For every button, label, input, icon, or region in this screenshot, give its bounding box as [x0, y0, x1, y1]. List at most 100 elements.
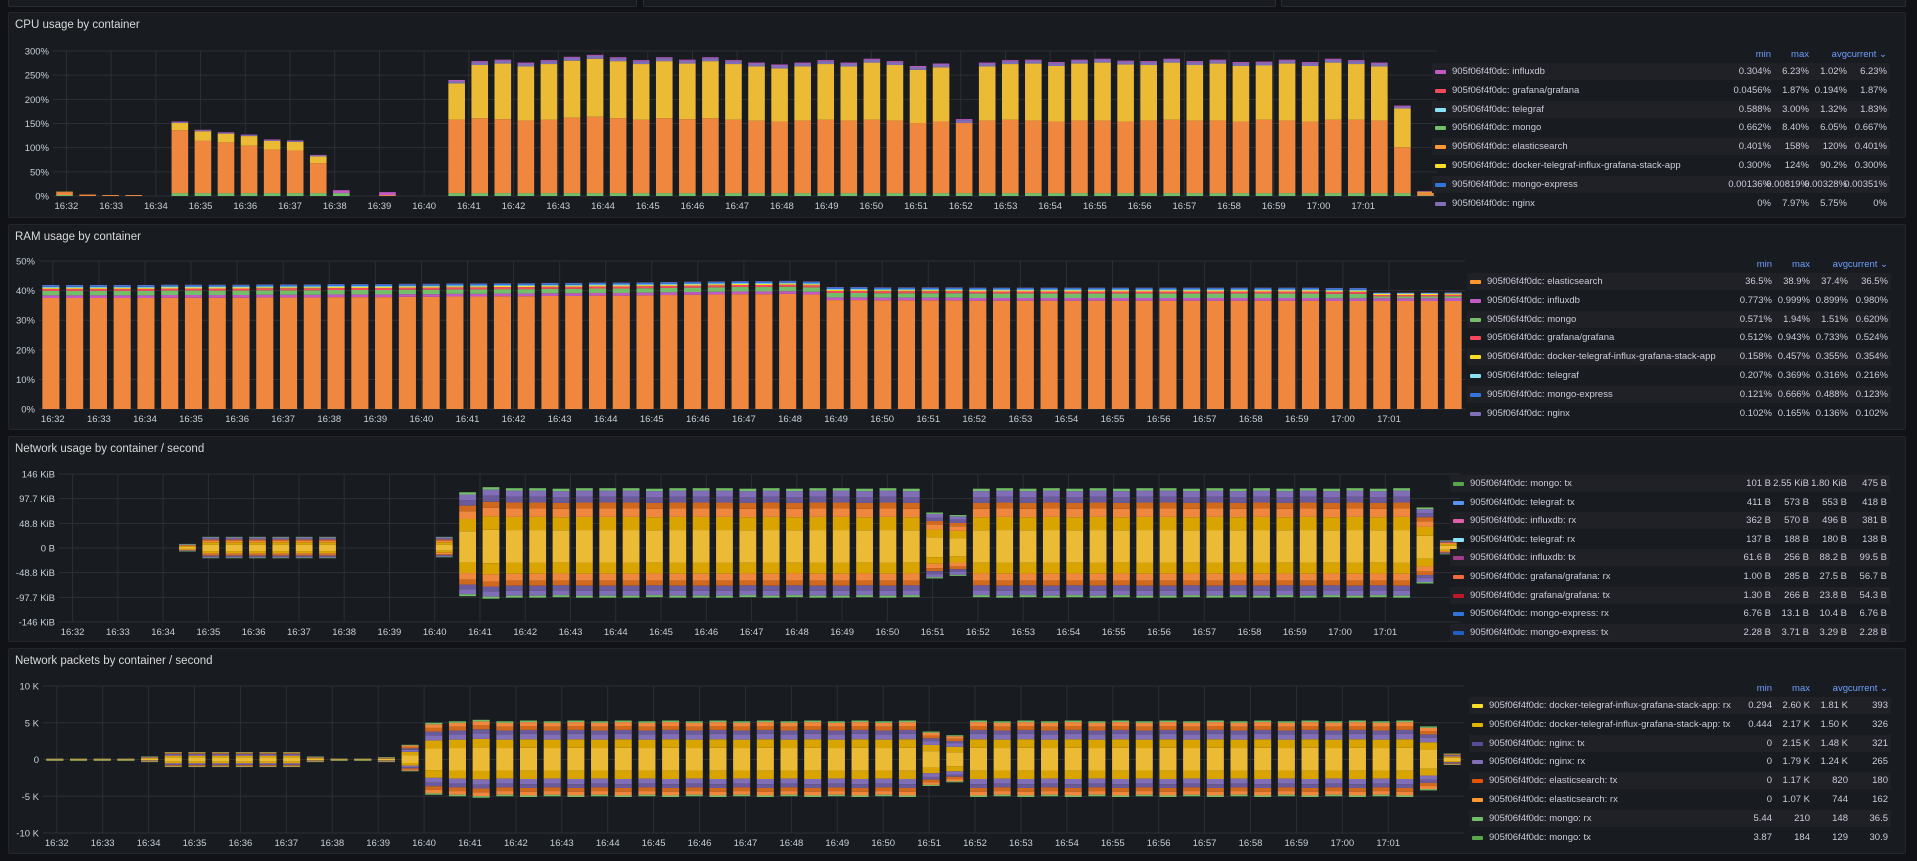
legend-row[interactable]: 905f06f4f0dc: telegraf 0.207% 0.369% 0.316%… — [1467, 367, 1891, 384]
chart-plot-area[interactable]: 300% 250% 200% 150% 100% 50% 0% 16:32 16:33 16:34… — [9, 13, 1439, 216]
legend-row[interactable]: 905f06f4f0dc: mongo: tx 101 B 2.55 KiB 1.80… — [1450, 475, 1890, 492]
series-name[interactable]: 905f06f4f0dc: influxdb — [1487, 294, 1580, 306]
legend-row[interactable]: 905f06f4f0dc: elasticsearch 0.401% 158% 120… — [1432, 138, 1890, 156]
series-name[interactable]: 905f06f4f0dc: grafana/grafana: tx — [1470, 589, 1610, 601]
series-name[interactable]: 905f06f4f0dc: telegraf: rx — [1470, 533, 1576, 545]
legend-row[interactable]: 905f06f4f0dc: nginx 0.102% 0.165% 0.136% 0.1… — [1467, 405, 1891, 422]
legend-header-max[interactable]: max — [1792, 259, 1810, 270]
legend-row[interactable]: 905f06f4f0dc: elasticsearch: tx 0 1.17 K 82… — [1469, 772, 1891, 790]
legend-header-avg[interactable]: avg — [1831, 49, 1847, 60]
legend-header-avg[interactable]: avg — [1832, 683, 1848, 694]
series-name[interactable]: 905f06f4f0dc: elasticsearch — [1452, 141, 1568, 153]
chart-plot-area[interactable]: 146 KiB 97.7 KiB 48.8 KiB 0 B -48.8 KiB -97.7… — [9, 437, 1462, 642]
bar-segment — [493, 283, 512, 286]
legend-row[interactable]: 905f06f4f0dc: influxdb 0.304% 6.23% 1.02% 6.… — [1432, 63, 1890, 80]
legend-header-min[interactable]: min — [1756, 259, 1772, 270]
legend-row[interactable]: 905f06f4f0dc: influxdb: tx 61.6 B 256 B 88.… — [1450, 549, 1890, 567]
legend-header-max[interactable]: max — [1791, 49, 1809, 60]
series-name[interactable]: 905f06f4f0dc: mongo-express — [1452, 178, 1578, 190]
legend-row[interactable]: 905f06f4f0dc: elasticsearch: rx 0 1.07 K 74… — [1469, 791, 1891, 808]
series-name[interactable]: 905f06f4f0dc: docker-telegraf-influx-gra… — [1487, 351, 1716, 363]
series-name[interactable]: 905f06f4f0dc: mongo — [1487, 313, 1577, 325]
series-name[interactable]: 905f06f4f0dc: mongo: rx — [1489, 812, 1592, 824]
legend-row[interactable]: 905f06f4f0dc: mongo-express: tx 2.28 B 3.7… — [1450, 623, 1890, 641]
panel-0[interactable]: CPU usage by container 300% 250% 200% 150% 10… — [8, 12, 1906, 218]
series-color-swatch — [1470, 355, 1481, 360]
series-name[interactable]: 905f06f4f0dc: docker-telegraf-influx-gra… — [1489, 718, 1731, 730]
legend-row[interactable]: 905f06f4f0dc: grafana/grafana 0.512% 0.943… — [1467, 329, 1891, 346]
series-name[interactable]: 905f06f4f0dc: docker-telegraf-influx-gra… — [1452, 160, 1681, 171]
series-color-swatch — [1472, 798, 1483, 802]
panel-3[interactable]: Network packets by container / second 10 … — [8, 648, 1906, 854]
legend-header-min[interactable]: min — [1756, 683, 1772, 694]
series-name[interactable]: 905f06f4f0dc: mongo-express — [1487, 388, 1613, 400]
legend-row[interactable]: 905f06f4f0dc: nginx: tx 0 2.15 K 1.48 K 321 — [1469, 734, 1891, 752]
panel-2[interactable]: Network usage by container / second 146 K… — [8, 436, 1906, 642]
bar-segment — [1136, 573, 1154, 581]
bar-segment — [235, 753, 253, 754]
panel-title[interactable]: CPU usage by container — [15, 19, 140, 31]
panel-title[interactable]: Network usage by container / second — [15, 443, 205, 455]
legend-row[interactable]: 905f06f4f0dc: docker-telegraf-influx-gra… — [1432, 157, 1890, 174]
panel-1[interactable]: RAM usage by container 50% 40% 30% 20% 10% 0% 1… — [8, 224, 1906, 430]
series-name[interactable]: 905f06f4f0dc: docker-telegraf-influx-gra… — [1489, 700, 1731, 711]
series-name[interactable]: 905f06f4f0dc: nginx: tx — [1489, 737, 1585, 749]
legend-row[interactable]: 905f06f4f0dc: mongo 0.571% 1.94% 1.51% 0.620… — [1467, 310, 1891, 328]
bar-segment — [780, 722, 798, 727]
legend-row[interactable]: 905f06f4f0dc: influxdb: rx 362 B 570 B 496 … — [1450, 512, 1890, 530]
series-name[interactable]: 905f06f4f0dc: mongo-express: tx — [1470, 626, 1609, 638]
legend-header-max[interactable]: max — [1792, 683, 1810, 694]
series-name[interactable]: 905f06f4f0dc: nginx — [1452, 197, 1535, 209]
legend-header-current[interactable]: current ⌄ — [1847, 259, 1888, 270]
series-name[interactable]: 905f06f4f0dc: telegraf — [1452, 103, 1544, 115]
legend-row[interactable]: 905f06f4f0dc: mongo: rx 5.44 210 148 36.5 — [1469, 809, 1891, 827]
series-name[interactable]: 905f06f4f0dc: influxdb: rx — [1470, 515, 1577, 527]
legend-row[interactable]: 905f06f4f0dc: grafana/grafana 0.0456% 1.87… — [1432, 82, 1890, 99]
legend-header-current[interactable]: current ⌄ — [1846, 49, 1887, 60]
series-name[interactable]: 905f06f4f0dc: influxdb — [1452, 66, 1545, 77]
series-name[interactable]: 905f06f4f0dc: mongo: tx — [1470, 478, 1572, 489]
legend-header-current[interactable]: current ⌄ — [1847, 683, 1888, 694]
series-name[interactable]: 905f06f4f0dc: elasticsearch: tx — [1489, 775, 1618, 787]
bar-segment — [622, 562, 640, 574]
series-name[interactable]: 905f06f4f0dc: influxdb: tx — [1470, 552, 1576, 564]
legend-row[interactable]: 905f06f4f0dc: mongo-express 0.121% 0.666% 0… — [1467, 385, 1891, 403]
chart-plot-area[interactable]: 50% 40% 30% 20% 10% 0% 16:32 16:33 16:34 16:35 16:… — [9, 225, 1467, 429]
series-name[interactable]: 905f06f4f0dc: telegraf: tx — [1470, 496, 1575, 508]
panel-title[interactable]: RAM usage by container — [15, 231, 141, 243]
series-name[interactable]: 905f06f4f0dc: mongo: tx — [1489, 831, 1591, 843]
legend-row[interactable]: 905f06f4f0dc: docker-telegraf-influx-gra… — [1469, 697, 1891, 714]
legend-row[interactable]: 905f06f4f0dc: telegraf 0.588% 3.00% 1.32% 1.… — [1432, 100, 1890, 118]
legend-row[interactable]: 905f06f4f0dc: telegraf: rx 137 B 188 B 180 … — [1450, 531, 1890, 548]
legend-row[interactable]: 905f06f4f0dc: influxdb 0.773% 0.999% 0.899%… — [1467, 292, 1891, 309]
series-name[interactable]: 905f06f4f0dc: mongo-express: rx — [1470, 608, 1609, 620]
panel-title[interactable]: Network packets by container / second — [15, 655, 213, 667]
series-name[interactable]: 905f06f4f0dc: grafana/grafana: rx — [1470, 571, 1611, 582]
legend-row[interactable]: 905f06f4f0dc: telegraf: tx 411 B 573 B 553 … — [1450, 494, 1890, 511]
legend-row[interactable]: 905f06f4f0dc: docker-telegraf-influx-gra… — [1469, 716, 1891, 733]
series-name[interactable]: 905f06f4f0dc: grafana/grafana — [1452, 84, 1580, 96]
legend-header-min[interactable]: min — [1755, 49, 1771, 60]
series-name[interactable]: 905f06f4f0dc: elasticsearch — [1487, 276, 1603, 287]
bar-segment — [1420, 293, 1438, 295]
legend-row[interactable]: 905f06f4f0dc: nginx 0% 7.97% 5.75% 0% — [1432, 195, 1890, 212]
legend-row[interactable]: 905f06f4f0dc: mongo 0.662% 8.40% 6.05% 0.667… — [1432, 119, 1890, 136]
legend-row[interactable]: 905f06f4f0dc: mongo: tx 3.87 184 129 30.9 — [1469, 829, 1891, 846]
series-name[interactable]: 905f06f4f0dc: mongo — [1452, 122, 1542, 134]
x-tick-label: 16:35 — [183, 838, 207, 849]
series-name[interactable]: 905f06f4f0dc: grafana/grafana — [1487, 332, 1615, 344]
series-name[interactable]: 905f06f4f0dc: nginx: rx — [1489, 756, 1586, 768]
legend-row[interactable]: 905f06f4f0dc: mongo-express 0.00136% 0.008… — [1432, 175, 1890, 193]
legend-row[interactable]: 905f06f4f0dc: docker-telegraf-influx-gra… — [1467, 348, 1891, 366]
series-name[interactable]: 905f06f4f0dc: nginx — [1487, 407, 1570, 419]
series-name[interactable]: 905f06f4f0dc: telegraf — [1487, 370, 1579, 381]
legend-row[interactable]: 905f06f4f0dc: elasticsearch 36.5% 38.9% 37.… — [1467, 273, 1891, 290]
legend-row[interactable]: 905f06f4f0dc: mongo-express: rx 6.76 B 13.… — [1450, 605, 1890, 622]
legend-header-avg[interactable]: avg — [1832, 259, 1848, 270]
y-tick-label: 150% — [25, 119, 50, 130]
legend-row[interactable]: 905f06f4f0dc: nginx: rx 0 1.79 K 1.24 K 265 — [1469, 753, 1891, 770]
series-name[interactable]: 905f06f4f0dc: elasticsearch: rx — [1489, 794, 1618, 805]
